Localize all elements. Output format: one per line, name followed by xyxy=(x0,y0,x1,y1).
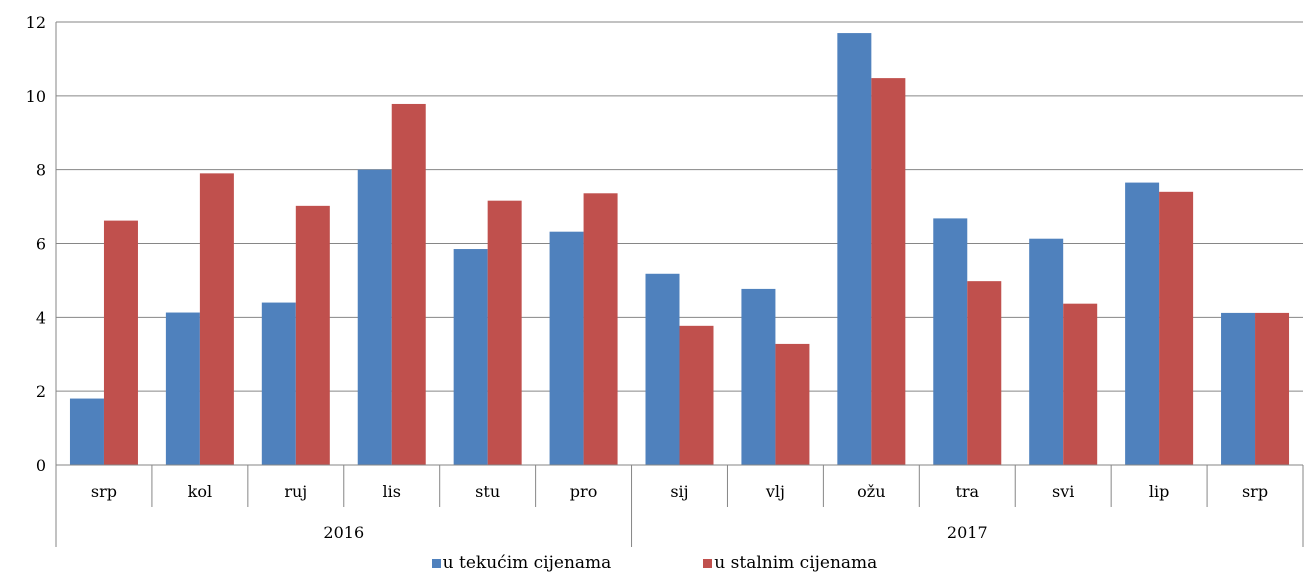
bar xyxy=(645,273,680,465)
x-tick-label: lip xyxy=(1149,482,1169,501)
bar xyxy=(391,103,426,465)
bar xyxy=(1063,303,1098,465)
bar xyxy=(741,288,776,465)
y-tick-label: 4 xyxy=(36,308,46,327)
legend: u tekućim cijenama u stalnim cijenama xyxy=(0,553,1309,573)
bar xyxy=(199,173,234,465)
bar xyxy=(1125,182,1160,465)
tick-labels: 0 2 4 6 8 10 12 srp kol ruj lis stu pro sij vlj ožu tra s… xyxy=(26,13,1268,542)
x-tick-label: srp xyxy=(1242,482,1268,501)
x-tick-label: pro xyxy=(570,482,598,501)
bar xyxy=(1159,191,1194,466)
x-group-label: 2016 xyxy=(323,523,364,542)
bar-chart: 0 2 4 6 8 10 12 srp kol ruj lis stu pro sij vlj ožu tra s… xyxy=(26,13,1304,547)
bar xyxy=(453,249,488,465)
bar xyxy=(871,78,906,465)
legend-label-constant-prices: u stalnim cijenama xyxy=(714,553,878,573)
y-tick-label: 8 xyxy=(36,161,46,180)
y-tick-label: 12 xyxy=(26,13,46,32)
bar xyxy=(1255,312,1290,465)
axes xyxy=(55,22,1304,547)
bar xyxy=(837,33,872,465)
x-tick-label: svi xyxy=(1052,482,1074,501)
legend-swatch-current-prices xyxy=(431,558,441,568)
bar xyxy=(1221,312,1256,465)
bar xyxy=(679,325,714,465)
bar xyxy=(295,205,330,465)
y-tick-label: 10 xyxy=(26,87,46,106)
x-tick-label: ruj xyxy=(284,482,307,501)
legend-item-constant-prices: u stalnim cijenama xyxy=(703,553,877,573)
bars xyxy=(69,33,1290,466)
bar xyxy=(933,218,968,465)
bar xyxy=(69,398,104,465)
bar xyxy=(165,312,200,465)
legend-item-current-prices: u tekućim cijenama xyxy=(431,553,612,573)
x-tick-label: kol xyxy=(188,482,212,501)
bar xyxy=(261,302,296,465)
bar xyxy=(487,200,522,465)
bar xyxy=(1029,238,1064,465)
x-tick-label: sij xyxy=(670,482,688,501)
bar xyxy=(583,193,618,465)
x-tick-label: srp xyxy=(91,482,117,501)
legend-swatch-constant-prices xyxy=(703,558,713,568)
x-tick-label: tra xyxy=(955,482,979,501)
y-tick-label: 2 xyxy=(36,382,46,401)
bar xyxy=(967,281,1002,465)
x-tick-label: ožu xyxy=(857,482,885,501)
bar xyxy=(357,169,392,465)
x-tick-label: vlj xyxy=(765,482,785,501)
legend-label-current-prices: u tekućim cijenama xyxy=(442,553,612,573)
y-tick-label: 6 xyxy=(36,235,46,254)
x-tick-label: stu xyxy=(475,482,500,501)
y-tick-label: 0 xyxy=(36,456,46,475)
x-group-label: 2017 xyxy=(947,523,988,542)
bar xyxy=(103,220,138,465)
bar xyxy=(549,231,584,465)
bar xyxy=(775,343,810,465)
x-tick-label: lis xyxy=(383,482,401,501)
